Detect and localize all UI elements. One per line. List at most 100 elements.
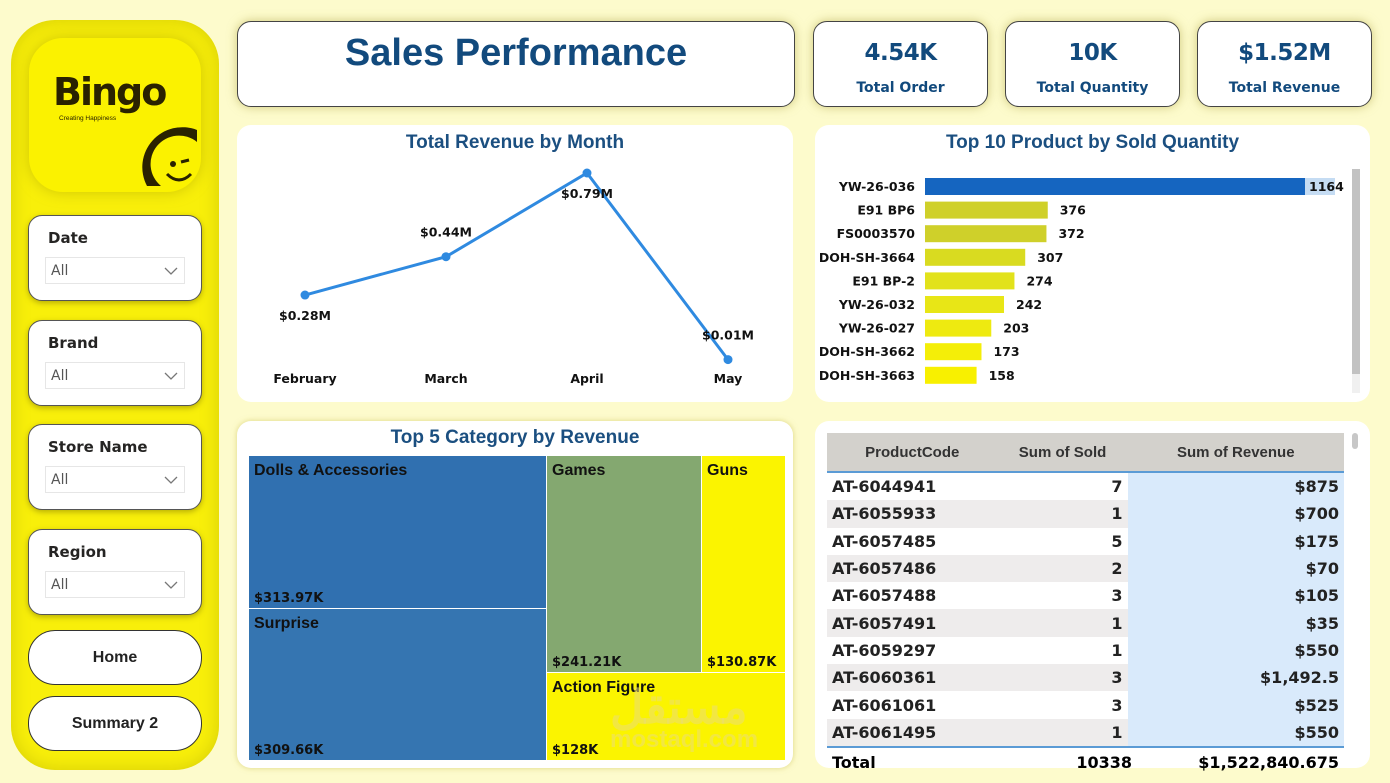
- column-header[interactable]: Sum of Sold: [997, 433, 1128, 473]
- cell-category: Guns: [707, 462, 748, 479]
- bar[interactable]: [925, 248, 1026, 266]
- product-code-cell: AT-6057486: [827, 554, 998, 583]
- y-tick-label: E91 BP6: [857, 203, 915, 218]
- table-row[interactable]: AT-6061495 1 $550: [827, 718, 1344, 746]
- table-scrollbar[interactable]: [1352, 433, 1358, 449]
- sold-cell: 1: [997, 609, 1128, 637]
- bar-value-label: 274: [1026, 273, 1052, 288]
- chevron-down-icon: [164, 476, 178, 484]
- kpi-total-revenue: $1.52M Total Revenue: [1197, 21, 1372, 107]
- treemap-cell[interactable]: Dolls & Accessories $313.97K: [249, 456, 546, 608]
- revenue-cell: $700: [1127, 500, 1344, 528]
- bar-value-label: 158: [989, 368, 1015, 383]
- cell-value: $128K: [552, 743, 599, 758]
- product-code-cell: AT-6061061: [832, 695, 937, 715]
- bar[interactable]: [925, 343, 982, 361]
- home-button[interactable]: Home: [28, 630, 202, 685]
- table-row[interactable]: AT-6057488 3 $105: [827, 582, 1344, 610]
- treemap-cell[interactable]: Surprise $309.66K: [249, 609, 546, 760]
- slicer-label: Store Name: [48, 438, 148, 456]
- y-tick-label: DOH-SH-3664: [819, 250, 915, 265]
- kpi-value: $1.52M: [1238, 40, 1331, 66]
- cell-category: Action Figure: [552, 679, 656, 696]
- sold-cell: 1: [1111, 640, 1123, 660]
- slicer-label: Date: [48, 229, 88, 247]
- table-row[interactable]: AT-6044941 7 $875: [827, 472, 1344, 501]
- table-row[interactable]: AT-6061061 3 $525: [827, 691, 1344, 719]
- bar-chart-svg: YW-26-036 1164 E91 BP6 376 FS0003570 372 DOH-S…: [819, 178, 1344, 384]
- region-dropdown[interactable]: All: [45, 571, 185, 598]
- kpi-value: 10K: [1068, 40, 1117, 66]
- x-tick-label: March: [424, 371, 467, 386]
- table-row[interactable]: AT-6055933 1 $700: [827, 500, 1344, 528]
- table-row[interactable]: AT-6057491 1 $35: [827, 609, 1344, 637]
- x-tick-label: May: [714, 371, 743, 386]
- revenue-cell: $875: [1127, 472, 1344, 501]
- cell-value: $241.21K: [552, 655, 622, 670]
- revenue-cell: $175: [1127, 527, 1344, 555]
- treemap-cell[interactable]: Games $241.21K: [547, 456, 701, 672]
- chart-title: Top 5 Category by Revenue: [390, 427, 640, 448]
- table-row[interactable]: AT-6059297 1 $550: [827, 636, 1344, 665]
- data-point[interactable]: [723, 355, 733, 365]
- product-code-cell: AT-6057488: [832, 586, 937, 606]
- cell-category: Dolls & Accessories: [254, 462, 408, 479]
- slicer-region: Region All: [28, 529, 202, 615]
- scrollbar-thumb[interactable]: [1352, 169, 1360, 374]
- data-point[interactable]: [582, 168, 592, 178]
- cell-value: $130.87K: [707, 655, 777, 670]
- total-label: Total: [832, 753, 876, 773]
- brand-dropdown[interactable]: All: [45, 362, 185, 389]
- store-name-dropdown[interactable]: All: [45, 466, 185, 493]
- bar[interactable]: [925, 201, 1048, 219]
- title-card: Sales Performance: [237, 21, 795, 107]
- cell-value: $309.66K: [254, 743, 324, 758]
- revenue-cell: $105: [1127, 582, 1344, 610]
- bar[interactable]: [925, 366, 977, 384]
- dropdown-value: All: [51, 263, 69, 279]
- y-tick-label: DOH-SH-3662: [819, 344, 915, 359]
- cell-category: Surprise: [254, 615, 319, 632]
- summary-2-button[interactable]: Summary 2: [28, 696, 202, 751]
- table-row[interactable]: AT-6057485 5 $175: [827, 527, 1344, 555]
- column-header[interactable]: Sum of Revenue: [1127, 433, 1344, 473]
- data-label: $0.01M: [702, 328, 754, 343]
- table-row[interactable]: AT-6060361 3 $1,492.5: [827, 664, 1344, 692]
- chevron-down-icon: [164, 267, 178, 275]
- data-point[interactable]: [300, 290, 310, 300]
- smiley-icon: [142, 127, 197, 186]
- top-products-chart: Top 10 Product by Sold Quantity YW-26-03…: [815, 125, 1370, 402]
- data-point[interactable]: [441, 252, 451, 262]
- slicer-brand: Brand All: [28, 320, 202, 406]
- sold-cell: 1: [997, 500, 1128, 528]
- slicer-store-name: Store Name All: [28, 424, 202, 510]
- slicer-label: Brand: [48, 334, 99, 352]
- bar[interactable]: [925, 272, 1015, 290]
- bar[interactable]: [925, 178, 1305, 195]
- bar[interactable]: [925, 225, 1047, 243]
- sold-cell: 3: [997, 664, 1128, 692]
- logo-tagline: Creating Happiness: [59, 115, 117, 122]
- column-header[interactable]: ProductCode: [827, 433, 998, 473]
- revenue-cell: $1,492.5: [1127, 664, 1344, 692]
- scrollbar-track[interactable]: [1352, 169, 1360, 393]
- bar[interactable]: [925, 319, 992, 337]
- table-row[interactable]: AT-6057486 2 $70: [827, 554, 1344, 583]
- date-dropdown[interactable]: All: [45, 257, 185, 284]
- treemap-cell[interactable]: Action Figure $128K: [547, 673, 785, 760]
- logo-wordmark: Bingo: [53, 70, 167, 114]
- x-tick-label: April: [570, 371, 603, 386]
- data-label: $0.44M: [420, 225, 472, 240]
- bar-value-label: 372: [1058, 226, 1084, 241]
- treemap-cell[interactable]: Guns $130.87K: [702, 456, 785, 672]
- chevron-down-icon: [164, 581, 178, 589]
- sold-cell: 1: [997, 718, 1128, 746]
- chevron-down-icon: [164, 372, 178, 380]
- bar-value-label: 376: [1060, 203, 1086, 218]
- data-label: $0.28M: [279, 308, 331, 323]
- x-tick-label: February: [273, 371, 336, 386]
- bar-value-label: 307: [1037, 250, 1063, 265]
- y-tick-label: FS0003570: [837, 226, 916, 241]
- bar-value-label: 1164: [1309, 179, 1344, 194]
- bar[interactable]: [925, 296, 1005, 313]
